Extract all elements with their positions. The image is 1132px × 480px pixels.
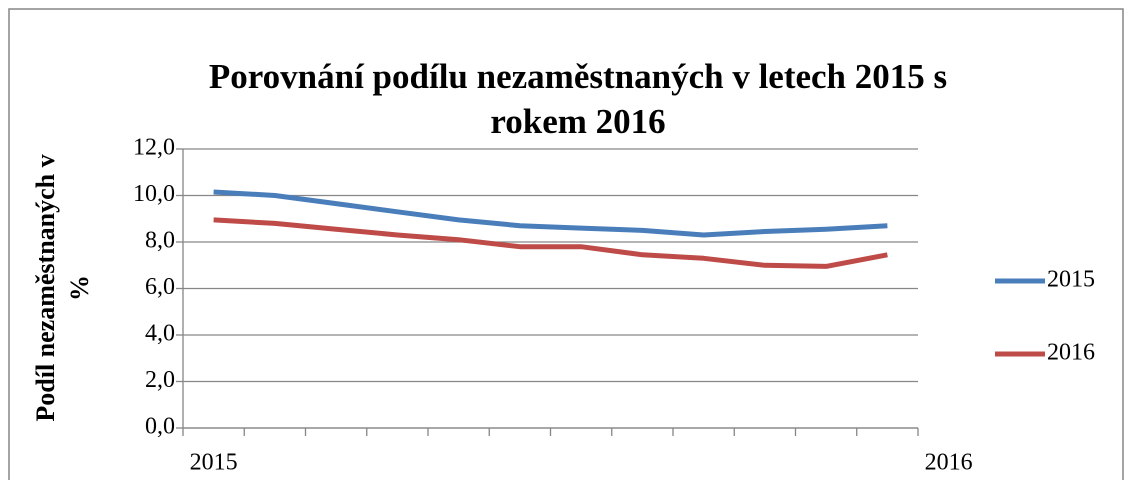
y-tick-label: 2,0 [145, 367, 175, 393]
series-line [213, 189, 888, 238]
chart-title: Porovnání podílu nezaměstnaných v letech… [209, 57, 947, 96]
y-tick-label: 4,0 [145, 321, 175, 347]
y-tick-label: 12,0 [133, 135, 175, 161]
y-tick-label: 6,0 [145, 274, 175, 300]
series-line [213, 217, 888, 269]
y-tick-label: 0,0 [145, 414, 175, 440]
chart-title: rokem 2016 [490, 102, 665, 141]
x-tick-label: 2015 [190, 450, 238, 476]
legend-label: 2015 [1047, 267, 1095, 293]
y-axis-label: Podíl nezaměstnaných v [31, 154, 60, 421]
y-axis-label: % [65, 275, 94, 301]
y-tick-label: 8,0 [145, 228, 175, 254]
legend-label: 2016 [1047, 340, 1095, 366]
y-tick-label: 10,0 [133, 181, 175, 207]
x-tick-label: 2016 [925, 450, 973, 476]
